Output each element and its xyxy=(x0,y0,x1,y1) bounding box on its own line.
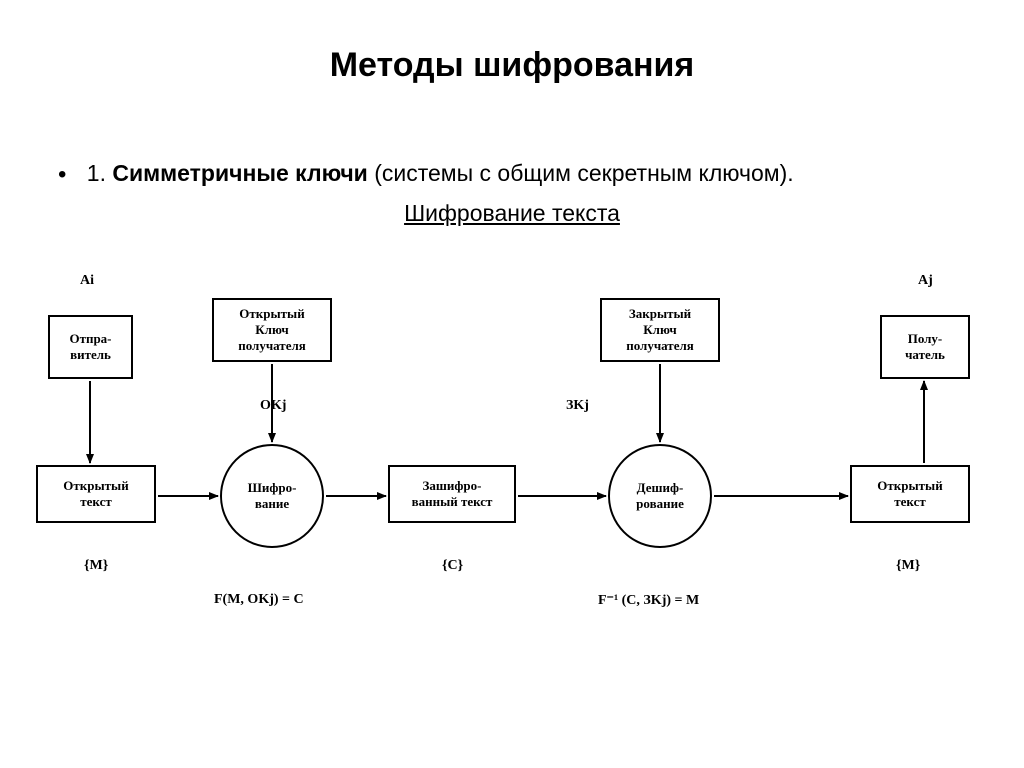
node-pubkey: ОткрытыйКлючполучателя xyxy=(212,298,332,362)
node-sender: Отпра-витель xyxy=(48,315,133,379)
label-C: {C} xyxy=(442,558,463,574)
label-eq2: F⁻¹ (C, ЗKj) = M xyxy=(598,592,699,609)
arrows-layer xyxy=(0,0,1024,768)
node-cipher: Зашифро-ванный текст xyxy=(388,465,516,523)
node-plaintext2: Открытыйтекст xyxy=(850,465,970,523)
node-decrypt: Дешиф-рование xyxy=(608,444,712,548)
label-ZKj: ЗKj xyxy=(566,398,589,414)
label-Ai: Ai xyxy=(80,273,94,289)
label-M2: {M} xyxy=(896,558,920,574)
node-privkey: ЗакрытыйКлючполучателя xyxy=(600,298,720,362)
label-M1: {M} xyxy=(84,558,108,574)
label-eq1: F(M, OKj) = C xyxy=(214,592,304,608)
flowchart-diagram: Отпра-витель ОткрытыйКлючполучателя Закрыт… xyxy=(0,0,1024,768)
node-encrypt: Шифро-вание xyxy=(220,444,324,548)
node-receiver: Полу-чатель xyxy=(880,315,970,379)
node-plaintext1: Открытыйтекст xyxy=(36,465,156,523)
label-OKj: OKj xyxy=(260,398,286,414)
label-Aj: Aj xyxy=(918,273,933,289)
